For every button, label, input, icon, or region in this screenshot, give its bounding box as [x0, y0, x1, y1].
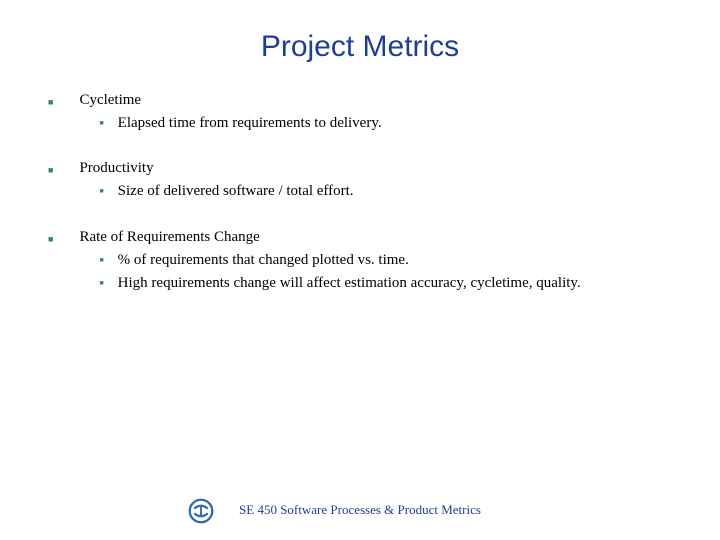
list-item: ■ Cycletime ■ Elapsed time from requirem…	[48, 92, 680, 136]
content-area: ■ Cycletime ■ Elapsed time from requirem…	[40, 92, 680, 296]
list-item-label: Rate of Requirements Change	[79, 229, 680, 246]
footer-text: SE 450 Software Processes & Product Metr…	[0, 502, 720, 518]
sub-list-item: ■ Size of delivered software / total eff…	[99, 181, 680, 201]
list-item-label: Productivity	[79, 160, 680, 177]
sub-item-text: Size of delivered software / total effor…	[118, 181, 680, 201]
sub-list-item: ■ Elapsed time from requirements to deli…	[99, 113, 680, 133]
sub-item-text: High requirements change will affect est…	[118, 273, 680, 293]
square-bullet-icon: ■	[99, 187, 103, 195]
list-item: ■ Rate of Requirements Change ■ % of req…	[48, 229, 680, 297]
square-bullet-icon: ■	[99, 256, 103, 264]
square-bullet-icon: ■	[99, 279, 103, 287]
list-item-body: Cycletime ■ Elapsed time from requiremen…	[79, 92, 680, 136]
sub-list-item: ■ % of requirements that changed plotted…	[99, 250, 680, 270]
list-item-body: Productivity ■ Size of delivered softwar…	[79, 160, 680, 204]
list-item-body: Rate of Requirements Change ■ % of requi…	[79, 229, 680, 297]
slide-title: Project Metrics	[40, 30, 680, 64]
sub-list: ■ % of requirements that changed plotted…	[79, 250, 680, 294]
list-item-label: Cycletime	[79, 92, 680, 109]
square-bullet-icon: ■	[99, 119, 103, 127]
sub-list-item: ■ High requirements change will affect e…	[99, 273, 680, 293]
slide: Project Metrics ■ Cycletime ■ Elapsed ti…	[0, 0, 720, 540]
list-item: ■ Productivity ■ Size of delivered softw…	[48, 160, 680, 204]
square-bullet-icon: ■	[48, 234, 53, 244]
sub-item-text: % of requirements that changed plotted v…	[118, 250, 680, 270]
sub-list: ■ Size of delivered software / total eff…	[79, 181, 680, 201]
sub-list: ■ Elapsed time from requirements to deli…	[79, 113, 680, 133]
sub-item-text: Elapsed time from requirements to delive…	[118, 113, 680, 133]
square-bullet-icon: ■	[48, 165, 53, 175]
square-bullet-icon: ■	[48, 97, 53, 107]
